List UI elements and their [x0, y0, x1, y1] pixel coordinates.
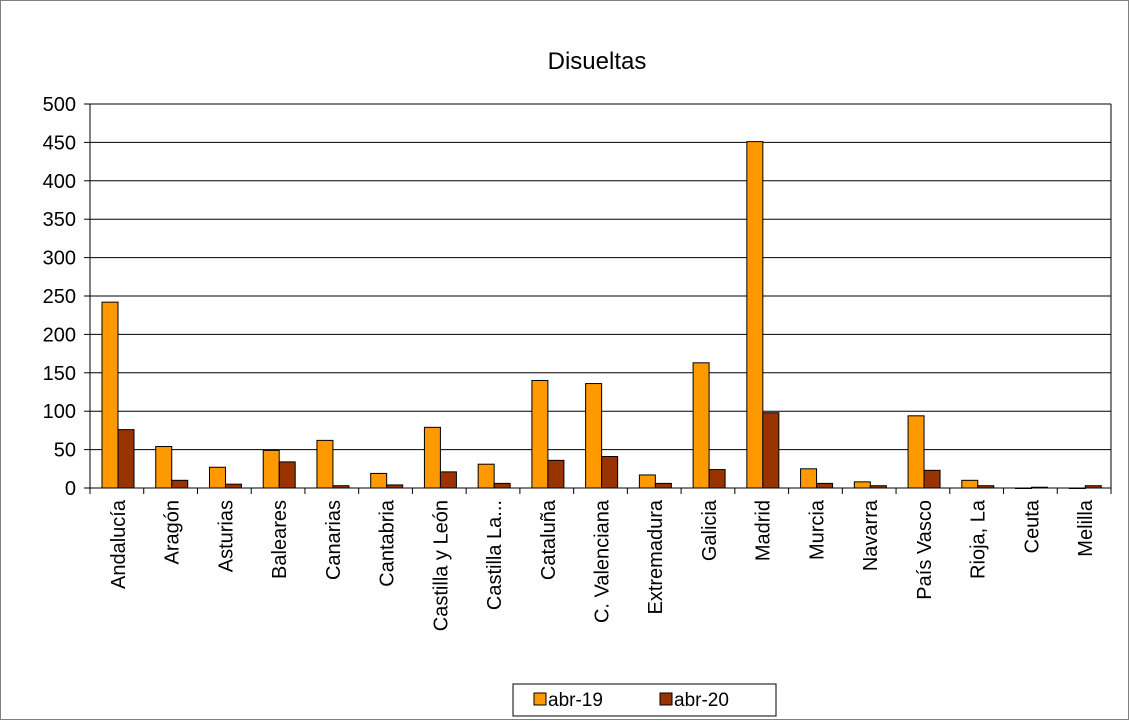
y-tick-label: 200 [43, 324, 76, 346]
bar-abr-20 [278, 461, 296, 489]
x-tick-label: Castilla y León [430, 500, 452, 631]
bar-abr-19 [692, 362, 710, 489]
bar-abr-19 [585, 383, 603, 489]
bar-abr-20 [171, 479, 189, 489]
x-tick-label: Madrid [753, 500, 775, 561]
y-tick-label: 450 [43, 132, 76, 154]
x-tick-label: Extremadura [645, 499, 667, 614]
bar-abr-20 [601, 456, 619, 489]
bar-abr-19 [531, 379, 549, 489]
bar-abr-19 [907, 415, 925, 489]
y-tick-labels: 0 50 100 150 200 250 300 350 400 450 500 [43, 94, 76, 500]
bar-abr-20 [224, 483, 242, 489]
y-tick-label: 250 [43, 286, 76, 308]
legend-swatch [659, 692, 673, 706]
x-tick-label: Aragón [162, 500, 184, 565]
bar-abr-19 [101, 301, 119, 489]
bar-abr-20 [547, 459, 565, 489]
bar-abr-20 [708, 469, 726, 489]
bar-abr-20 [439, 471, 457, 489]
x-tick-label: Baleares [269, 500, 291, 579]
bar-abr-19 [316, 439, 334, 489]
x-tick-label: Canarias [323, 500, 345, 580]
bar-abr-19 [961, 479, 979, 489]
bar-abr-19 [262, 449, 280, 489]
bar-abr-19 [477, 463, 495, 489]
chart-title: Disueltas [548, 48, 647, 75]
legend-label: abr-19 [548, 690, 603, 711]
bar-abr-19 [853, 481, 871, 489]
y-tick-label: 500 [43, 94, 76, 116]
y-tick-label: 400 [43, 171, 76, 193]
x-tick-label: Murcia [806, 499, 828, 560]
y-tick-label: 100 [43, 401, 76, 423]
bar-abr-19 [208, 466, 226, 489]
x-tick-label: Melilla [1075, 499, 1097, 557]
bar-abr-19 [370, 472, 388, 489]
bars [101, 141, 1102, 489]
x-tick-label: Asturias [215, 500, 237, 572]
legend-box [512, 683, 777, 717]
x-tick-label: Cantabria [377, 499, 399, 587]
bar-abr-19 [423, 426, 441, 489]
bar-abr-19 [746, 141, 764, 489]
x-tick-label: Ceuta [1021, 499, 1043, 553]
x-tick-label: Rioja, La [968, 499, 990, 579]
legend-swatch [533, 692, 547, 706]
bar-abr-19 [155, 446, 173, 489]
x-tick-label: País Vasco [914, 500, 936, 600]
y-tick-label: 150 [43, 363, 76, 385]
x-tick-label: Castilla La... [484, 500, 506, 610]
bar-abr-20 [762, 412, 780, 489]
x-tick-label: Navarra [860, 499, 882, 571]
legend: abr-19 abr-20 [512, 683, 777, 717]
y-tick-label: 300 [43, 248, 76, 270]
bar-abr-20 [923, 469, 941, 489]
y-tick-label: 50 [54, 440, 76, 462]
bar-abr-19 [638, 474, 656, 489]
x-tick-labels: Andalucía Aragón Asturias Baleares Canarias C… [108, 499, 1097, 631]
bar-abr-20 [117, 429, 135, 489]
legend-label: abr-20 [674, 690, 729, 711]
bar-abr-19 [800, 468, 818, 489]
y-tick-label: 0 [65, 478, 76, 500]
bar-abr-20 [654, 482, 672, 489]
axes [84, 103, 1112, 494]
x-tick-label: C. Valenciana [592, 499, 614, 623]
x-tick-label: Galicia [699, 499, 721, 561]
x-tick-label: Cataluña [538, 499, 560, 580]
y-tick-label: 350 [43, 209, 76, 231]
bar-abr-20 [493, 482, 511, 489]
x-tick-label: Andalucía [108, 499, 130, 589]
bar-abr-20 [816, 482, 834, 489]
